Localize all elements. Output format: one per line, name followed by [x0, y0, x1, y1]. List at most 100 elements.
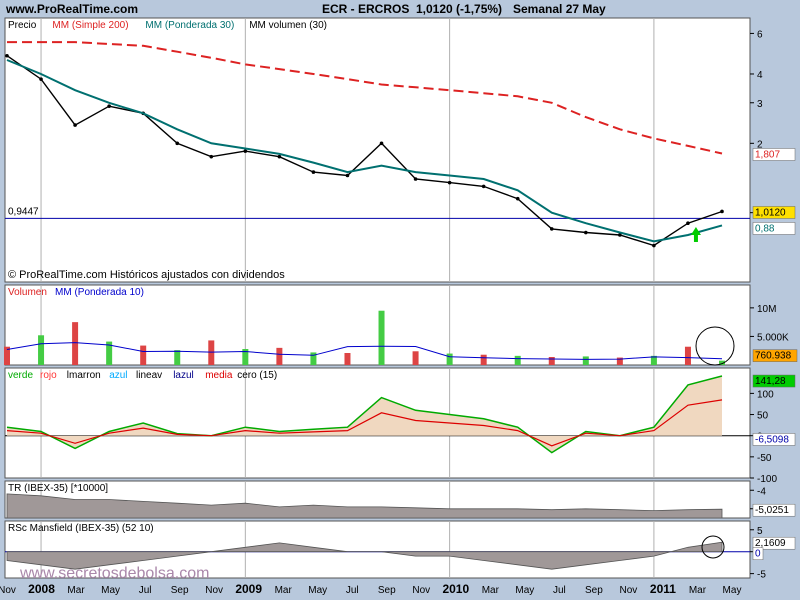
osc-legend-item: cero (15)	[237, 370, 277, 381]
osc-legend-item: lazul	[173, 370, 194, 381]
rsc-legend: RSc Mansfield (IBEX-35) (52 10)	[8, 523, 154, 534]
copyright-text: © ProRealTime.com Históricos ajustados c…	[8, 269, 285, 281]
volume-bar	[650, 355, 657, 365]
tr-legend: TR (IBEX-35) [*10000]	[8, 483, 108, 494]
rsc-label2-box	[752, 547, 764, 560]
x-axis-label: Jul	[139, 585, 152, 596]
osc-legend-item: azul	[109, 370, 127, 381]
x-axis-label: May	[308, 585, 327, 596]
volume-bar	[378, 310, 385, 365]
price-point	[549, 227, 554, 231]
x-axis-label: Jul	[553, 585, 566, 596]
x-axis-label: 2010	[442, 582, 469, 596]
volume-legend-item: Volumen	[8, 287, 47, 298]
osc-fill-area	[7, 376, 722, 453]
price-legend-item: MM (Simple 200)	[52, 20, 128, 31]
rsc-tick-label: 5	[757, 526, 763, 537]
volume-last-label: 760.938	[755, 351, 792, 362]
tr-label-box	[752, 503, 796, 517]
osc-label-mid-box	[752, 433, 796, 446]
price-point	[73, 123, 77, 127]
green-arrow-icon	[693, 234, 698, 242]
rsc-label2: 0	[755, 549, 761, 560]
price-point	[720, 209, 724, 214]
x-axis-label: May	[515, 585, 534, 596]
volume-tick-label: 10M	[757, 304, 776, 315]
x-axis-label: Mar	[275, 585, 293, 596]
volume-bar	[719, 360, 725, 365]
price-hline-label: 0,9447	[8, 206, 39, 217]
osc-legend-item: lmarron	[67, 370, 101, 381]
osc-tick-label: -100	[757, 474, 777, 485]
volume-tick-label: 5.000K	[757, 332, 789, 343]
price-point	[413, 177, 418, 181]
volume-bar	[208, 340, 215, 365]
osc-legend-item: media	[205, 370, 233, 381]
rsc-tick-label: -5	[757, 570, 766, 581]
price-point	[39, 77, 43, 81]
osc-legend-item: rojo	[40, 370, 57, 381]
x-axis-label: Nov	[412, 585, 430, 596]
volume-bar	[310, 352, 317, 365]
osc-line-green	[6, 375, 723, 454]
osc-label-top: 141,28	[755, 376, 786, 387]
volume-highlight-circle	[695, 326, 735, 366]
tr-label: -5,0251	[755, 505, 789, 516]
x-axis-label: Nov	[205, 585, 223, 596]
x-axis-label: May	[723, 585, 742, 596]
price-point	[277, 154, 282, 159]
price-point	[209, 154, 214, 159]
volume-ma-line	[6, 342, 723, 360]
rsc-label: 2,1609	[755, 538, 786, 549]
volume-bar	[106, 341, 113, 365]
x-axis-label: Mar	[482, 585, 500, 596]
ticker-title: ECR - ERCROS	[322, 2, 410, 16]
volume-bar	[4, 346, 10, 365]
rsc-label-box	[752, 536, 796, 550]
price-point	[515, 196, 520, 201]
volume-bar	[140, 345, 147, 365]
x-axis-label: Mar	[689, 585, 707, 596]
volume-bar	[582, 356, 589, 365]
series-line-2	[6, 59, 723, 243]
price-change: 1,0120 (-1,75%)	[416, 2, 503, 16]
price-point	[618, 233, 622, 237]
volume-bar	[72, 322, 79, 365]
volume-bar	[548, 357, 555, 365]
x-axis-label: 2009	[235, 582, 262, 596]
tr-tick-label: -4	[757, 486, 766, 497]
osc-label-mid: -6,5098	[755, 434, 789, 445]
volume-bar	[684, 346, 691, 365]
volume-bar	[446, 353, 453, 365]
price-tick-label: 2	[757, 139, 763, 150]
last-price-label: 1,0120	[755, 207, 786, 218]
volume-bar	[38, 335, 45, 365]
osc-legend-item: lineav	[136, 370, 162, 381]
osc-label-top-box	[752, 374, 796, 388]
price-legend-item: MM volumen (30)	[249, 20, 327, 31]
panel-price	[4, 17, 751, 283]
site-title: www.ProRealTime.com	[6, 2, 139, 16]
x-axis-label: 2011	[650, 582, 676, 596]
green-arrow-icon	[690, 226, 701, 235]
x-axis-label: Sep	[171, 585, 189, 596]
rsc-area	[6, 541, 723, 570]
rsc-highlight-circle	[701, 535, 725, 559]
price-point	[379, 141, 384, 146]
panel-rsc	[4, 520, 751, 579]
price-point	[481, 184, 486, 189]
series-line-0	[6, 55, 723, 247]
price-point	[447, 180, 452, 185]
price-point	[345, 173, 350, 178]
volume-bar	[276, 347, 283, 365]
osc-tick-label: -50	[757, 453, 772, 464]
panel-volume	[4, 284, 751, 366]
price-point	[5, 53, 9, 58]
sma200-label-box	[752, 148, 796, 161]
x-axis-label: Sep	[585, 585, 603, 596]
series-line-1	[7, 41, 723, 155]
x-axis-label: Mar	[67, 585, 85, 596]
osc-tick-label: 50	[757, 411, 769, 422]
price-tick-label: 6	[757, 29, 763, 40]
